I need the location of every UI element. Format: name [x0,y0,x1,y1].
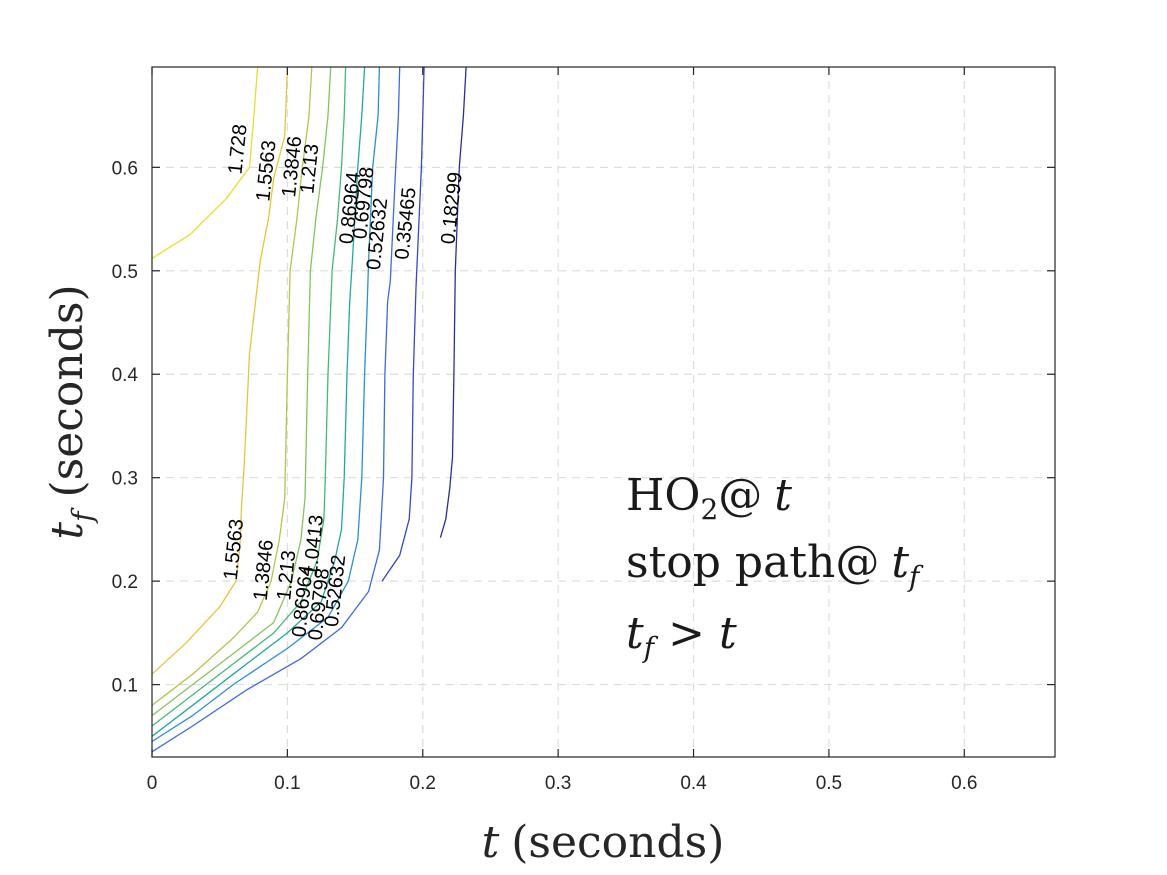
contour-line [151,66,381,743]
contour-line [439,66,467,538]
annotation-line-3: tf > t [626,608,737,664]
contour-labels: 1.728 1.55631.38461.2130.869640.697980.52… [220,123,467,641]
annotation-line-1: HO2@ t [626,470,792,526]
annotation-line-2: stop path@ tf [626,537,924,593]
x-tick-label: 0.6 [951,773,977,794]
x-tick-label: 0.3 [545,773,571,794]
x-tick-label: 0 [147,773,158,794]
plot-background [152,67,1055,757]
contour-line [151,66,332,717]
plot-frame [151,66,1056,758]
x-axis-label: t (seconds) [482,817,725,868]
y-tick-label: 0.4 [112,365,139,386]
y-tick-label: 0.1 [112,676,138,697]
axis-ticks [151,67,1055,757]
contour-line [151,66,259,259]
contour-line [381,66,425,582]
contour-line [151,66,289,675]
annotation-text: HO2@ t stop path@ tf tf > t [626,470,924,664]
contour-line [151,66,366,737]
x-tick-label: 0.2 [410,773,436,794]
contour-label: 1.728 [225,123,252,175]
contour-label: 1.213 [296,143,323,195]
contour-label: 1.213 [273,549,300,601]
y-tick-label: 0.5 [112,262,138,283]
y-axis-label: tf(seconds) [42,284,99,539]
x-tick-label: 0.4 [680,773,707,794]
contour-line [151,66,401,753]
x-tick-label: 0.1 [274,773,300,794]
contour-lines [151,66,467,753]
y-tick-label: 0.6 [112,158,138,179]
x-tick-label: 0.5 [816,773,842,794]
contour-line [151,66,347,727]
y-tick-label: 0.2 [112,572,138,593]
tick-labels: 0 0.1 0.2 0.3 0.4 0.5 0.6 0.1 0.2 0.3 0.4 0.5 0.6 [112,158,978,794]
contour-line [151,66,313,706]
grid-lines [152,67,1055,757]
y-tick-label: 0.3 [112,469,138,490]
